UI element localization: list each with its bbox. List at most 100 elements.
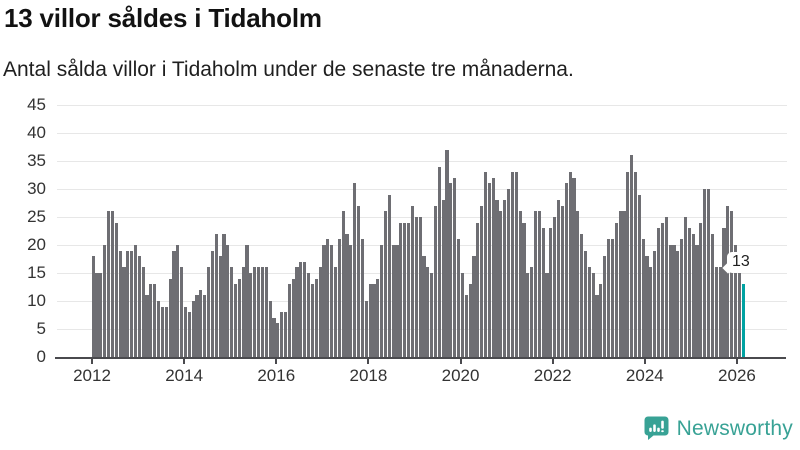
bar (456, 239, 461, 357)
bar (733, 245, 738, 357)
x-axis-tick (735, 359, 738, 365)
bar (737, 267, 741, 357)
bar (541, 228, 545, 357)
bar (253, 267, 257, 357)
bar (249, 273, 253, 357)
bar (445, 149, 449, 357)
bar (587, 267, 591, 357)
bar (464, 295, 468, 357)
x-axis-tick (91, 359, 93, 365)
bar (683, 217, 688, 357)
bar (580, 233, 584, 357)
bar (276, 323, 280, 357)
bar (491, 177, 495, 357)
x-axis-label: 2022 (533, 366, 572, 385)
x-axis-tick (459, 359, 462, 365)
bar (391, 245, 395, 357)
bar (341, 211, 345, 357)
bar (533, 211, 538, 357)
x-axis-label: 2014 (165, 366, 204, 385)
bar (637, 194, 641, 357)
bar (430, 273, 434, 357)
bar (256, 267, 261, 357)
x-axis-tick (367, 359, 370, 365)
bar (387, 194, 391, 357)
gridline (57, 329, 787, 330)
bar (333, 267, 338, 357)
bar (345, 233, 349, 357)
bar (691, 233, 695, 357)
y-axis-label: 35 (27, 151, 46, 170)
bar (187, 312, 191, 357)
bar (310, 284, 314, 357)
bar (606, 239, 611, 357)
y-axis-label: 0 (36, 347, 46, 366)
bar (560, 205, 564, 357)
bar (418, 217, 422, 357)
bar (230, 267, 234, 357)
bar (233, 284, 238, 357)
bar (730, 211, 734, 357)
bar (164, 306, 168, 357)
bar (656, 228, 661, 357)
gridline (57, 273, 787, 274)
bar (668, 245, 672, 357)
x-axis-label: 2020 (441, 366, 480, 385)
bar (433, 205, 438, 357)
bar (426, 267, 430, 357)
bar (130, 250, 134, 357)
y-axis-label: 45 (27, 95, 46, 114)
bar (653, 250, 657, 357)
bar (564, 183, 568, 357)
gridline (57, 245, 787, 246)
bar (380, 245, 384, 357)
x-axis-label: 2012 (73, 366, 111, 385)
newsworthy-logo[interactable]: Newsworthy (643, 415, 793, 442)
bar (141, 267, 145, 357)
bar (264, 267, 268, 357)
bar (156, 301, 161, 357)
y-axis-label: 40 (27, 123, 46, 142)
bar (299, 261, 303, 357)
x-axis-tick (183, 359, 186, 365)
bar (622, 211, 626, 357)
bar (206, 267, 211, 357)
x-axis-label: 2018 (349, 366, 388, 385)
brand-name: Newsworthy (676, 416, 793, 440)
bar (283, 312, 288, 357)
bar (441, 200, 445, 357)
bar (572, 177, 576, 357)
bar (618, 211, 622, 357)
gridline (57, 133, 787, 134)
page-title: 13 villor såldes i Tidaholm (4, 3, 322, 33)
bar (641, 239, 645, 357)
bar (556, 200, 561, 357)
bar (510, 172, 514, 357)
bar (372, 284, 376, 357)
bar (630, 155, 634, 357)
bar (172, 250, 176, 357)
page-subtitle: Antal sålda villor i Tidaholm under de s… (3, 58, 574, 81)
bar (191, 301, 195, 357)
bar (660, 222, 664, 357)
bar (672, 245, 676, 357)
bar (599, 284, 603, 357)
gridline (57, 105, 787, 106)
bar (226, 245, 230, 357)
bar (149, 284, 153, 357)
bar (610, 239, 614, 357)
bar (545, 273, 549, 357)
x-axis-label: 2016 (257, 366, 296, 385)
bar (356, 205, 361, 357)
bar (603, 256, 607, 357)
x-axis-tick (275, 359, 278, 365)
bar (480, 205, 484, 357)
bar (195, 295, 199, 357)
bar (495, 200, 499, 357)
bar (330, 245, 334, 357)
bar (695, 245, 699, 357)
bar (360, 239, 364, 357)
bar (337, 239, 341, 357)
bar (499, 211, 503, 357)
bar (703, 189, 707, 357)
